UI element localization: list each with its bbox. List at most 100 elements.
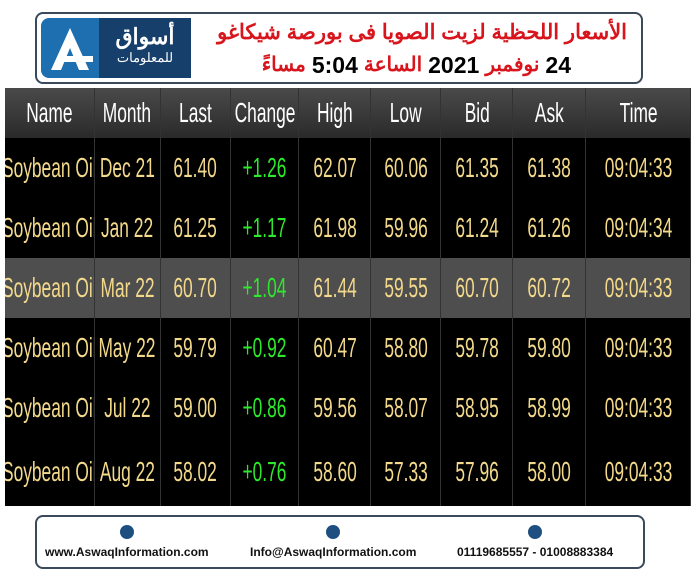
table-cell: 58.80 — [371, 318, 442, 378]
table-row: Soybean Oil Jul 22 59.00 +0.86 59.56 58.07 58.… — [5, 378, 692, 438]
cell-text: +1.04 — [242, 272, 287, 303]
column-label: Change — [234, 97, 296, 128]
cell-text: 61.44 — [312, 272, 357, 303]
cell-text: Soybean Oil — [5, 332, 95, 363]
table-cell: Jul 22 — [95, 378, 161, 438]
table-cell: 61.44 — [299, 258, 372, 318]
cell-text: 61.38 — [527, 152, 572, 183]
column-label: Month — [103, 97, 152, 128]
table-cell: Aug 22 — [95, 438, 161, 506]
table-cell: 60.72 — [513, 258, 587, 318]
table-row: Soybean Oil Aug 22 58.02 +0.76 58.60 57.33 57.… — [5, 438, 692, 506]
mail-icon — [326, 525, 341, 539]
column-label: Name — [26, 97, 73, 128]
cell-text: +0.76 — [242, 456, 287, 487]
cell-text: 61.98 — [312, 212, 357, 243]
table-cell: 61.25 — [161, 198, 232, 258]
table-cell: Dec 21 — [95, 138, 161, 198]
table-row: Soybean Oil Dec 21 61.40 +1.26 62.07 60.06 61.… — [5, 138, 692, 198]
table-cell: Soybean Oil — [5, 438, 95, 506]
phone-icon — [528, 525, 543, 539]
table-cell: 61.38 — [513, 138, 587, 198]
cell-text: 58.80 — [384, 332, 428, 363]
table-row: Soybean Oil Mar 22 60.70 +1.04 61.44 59.55 60.… — [5, 258, 692, 318]
table-cell: +1.04 — [231, 258, 300, 318]
cell-text: 58.00 — [527, 456, 572, 487]
table-cell: 09:04:34 — [586, 198, 692, 258]
cell-text: 61.40 — [173, 152, 218, 183]
cell-text: Jul 22 — [104, 392, 151, 423]
cell-text: 61.35 — [455, 152, 499, 183]
table-cell: 60.70 — [161, 258, 232, 318]
phones-text: 01119685557 - 01008883384 — [457, 545, 614, 559]
cell-text: Soybean Oil — [5, 152, 95, 183]
price-table: Name Month Last Change High Low Bid Ask Time Soyb… — [5, 88, 692, 506]
table-cell: 59.56 — [299, 378, 372, 438]
cell-text: 59.79 — [173, 332, 218, 363]
cell-text: 61.24 — [455, 212, 499, 243]
cell-text: 09:04:33 — [604, 152, 672, 183]
cell-text: 59.00 — [173, 392, 218, 423]
table-cell: +1.17 — [231, 198, 300, 258]
table-cell: Soybean Oil — [5, 198, 95, 258]
cell-text: +1.17 — [242, 212, 287, 243]
cell-text: 60.06 — [384, 152, 428, 183]
cell-text: 60.70 — [173, 272, 218, 303]
cell-text: 59.55 — [384, 272, 428, 303]
table-cell: 57.96 — [441, 438, 514, 506]
table-cell: 58.00 — [513, 438, 587, 506]
header-cell: Name — [5, 88, 95, 138]
table-cell: 59.00 — [161, 378, 232, 438]
cell-text: 61.26 — [527, 212, 572, 243]
cell-text: 09:04:34 — [604, 212, 672, 243]
footer: www.AswaqInformation.com Info@AswaqInfor… — [35, 515, 645, 569]
column-label: Ask — [534, 97, 564, 128]
table-row: Soybean Oil May 22 59.79 +0.92 60.47 58.80 59.… — [5, 318, 692, 378]
cell-text: 09:04:33 — [604, 456, 672, 487]
table-cell: 61.35 — [441, 138, 514, 198]
table-cell: 09:04:33 — [586, 438, 692, 506]
header-cell: High — [299, 88, 372, 138]
table-cell: 58.07 — [371, 378, 442, 438]
column-label: Bid — [464, 97, 490, 128]
cell-text: 59.78 — [455, 332, 499, 363]
table-cell: 62.07 — [299, 138, 372, 198]
cell-text: 59.56 — [312, 392, 357, 423]
table-cell: 59.55 — [371, 258, 442, 318]
table-cell: 58.02 — [161, 438, 232, 506]
cell-text: Soybean Oil — [5, 272, 95, 303]
table-cell: 09:04:33 — [586, 318, 692, 378]
table-cell: 61.40 — [161, 138, 232, 198]
date-part: 24 — [545, 52, 571, 78]
email: Info@AswaqInformation.com — [250, 525, 416, 559]
header-cell: Low — [371, 88, 442, 138]
table-cell: 57.33 — [371, 438, 442, 506]
table-cell: 59.80 — [513, 318, 587, 378]
column-label: High — [316, 97, 353, 128]
table-cell: 59.79 — [161, 318, 232, 378]
cell-text: 58.60 — [312, 456, 357, 487]
cell-text: Soybean Oil — [5, 456, 95, 487]
cell-text: Soybean Oil — [5, 212, 95, 243]
column-label: Last — [179, 97, 212, 128]
table-cell: Soybean Oil — [5, 258, 95, 318]
table-cell: 09:04:33 — [586, 378, 692, 438]
phones: 01119685557 - 01008883384 — [457, 525, 613, 559]
table-cell: +0.86 — [231, 378, 300, 438]
table-cell: 60.70 — [441, 258, 514, 318]
header-cell: Month — [95, 88, 161, 138]
table-cell: Mar 22 — [95, 258, 161, 318]
table-cell: 59.78 — [441, 318, 514, 378]
cell-text: 61.25 — [173, 212, 218, 243]
cell-text: 60.47 — [312, 332, 357, 363]
logo-letter — [51, 28, 93, 70]
title: الأسعار اللحظية لزيت الصويا فى بورصة شيك… — [217, 21, 627, 44]
table-cell: +0.92 — [231, 318, 300, 378]
cell-text: 59.96 — [384, 212, 428, 243]
cell-text: 60.72 — [527, 272, 572, 303]
table-cell: 60.06 — [371, 138, 442, 198]
cell-text: Aug 22 — [99, 456, 155, 487]
table-cell: 61.26 — [513, 198, 587, 258]
date-part: 2021 — [428, 52, 480, 78]
